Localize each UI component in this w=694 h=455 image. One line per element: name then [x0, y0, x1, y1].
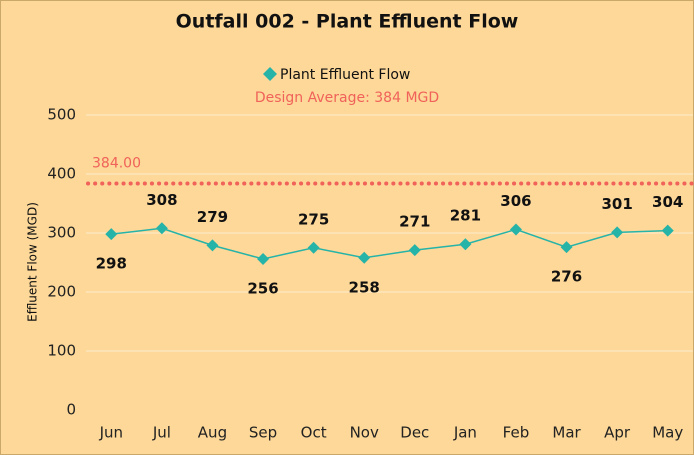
x-tick-label: May [652, 424, 683, 442]
x-tick-label: Aug [198, 424, 227, 442]
data-point [358, 251, 371, 264]
data-label: 271 [399, 213, 430, 231]
data-point [408, 244, 421, 257]
data-point [155, 222, 168, 235]
x-tick-label: Apr [604, 424, 631, 442]
chart-title: Outfall 002 - Plant Effluent Flow [176, 11, 519, 33]
y-axis-label: Effluent Flow (MGD) [26, 202, 40, 322]
x-tick-label: Jul [152, 424, 171, 442]
x-tick-label: Nov [350, 424, 379, 442]
data-label: 301 [601, 195, 632, 213]
x-tick-label: Jan [453, 424, 477, 442]
y-tick-label: 500 [47, 106, 76, 124]
y-tick-label: 200 [47, 283, 76, 301]
data-point [661, 224, 674, 237]
data-point [611, 226, 624, 239]
data-label: 281 [450, 207, 481, 225]
data-point [105, 228, 118, 241]
x-tick-label: Mar [552, 424, 581, 442]
data-point [509, 223, 522, 236]
legend-label: Plant Effluent Flow [280, 67, 410, 83]
data-label: 279 [197, 208, 228, 226]
data-label: 298 [96, 255, 127, 273]
y-tick-label: 400 [47, 165, 76, 183]
data-label: 304 [652, 193, 683, 211]
x-tick-label: Oct [301, 424, 327, 442]
data-point [307, 241, 320, 254]
reference-label: 384.00 [92, 155, 141, 171]
data-label: 256 [247, 279, 278, 297]
series-line [111, 227, 668, 260]
data-label: 275 [298, 210, 329, 228]
data-label: 308 [146, 191, 177, 209]
reference-legend: Design Average: 384 MGD [255, 90, 439, 106]
y-tick-label: 0 [66, 401, 76, 419]
legend-marker [263, 67, 277, 81]
data-point [560, 241, 573, 254]
data-point [459, 238, 472, 251]
x-tick-label: Jun [99, 424, 123, 442]
data-label: 306 [500, 192, 531, 210]
data-label: 276 [551, 268, 582, 286]
x-tick-label: Dec [400, 424, 429, 442]
data-point [257, 252, 270, 265]
y-tick-label: 100 [47, 342, 76, 360]
data-point [206, 239, 219, 252]
x-tick-label: Sep [249, 424, 277, 442]
x-tick-label: Feb [503, 424, 530, 442]
y-tick-label: 300 [47, 224, 76, 242]
data-label: 258 [349, 278, 380, 296]
